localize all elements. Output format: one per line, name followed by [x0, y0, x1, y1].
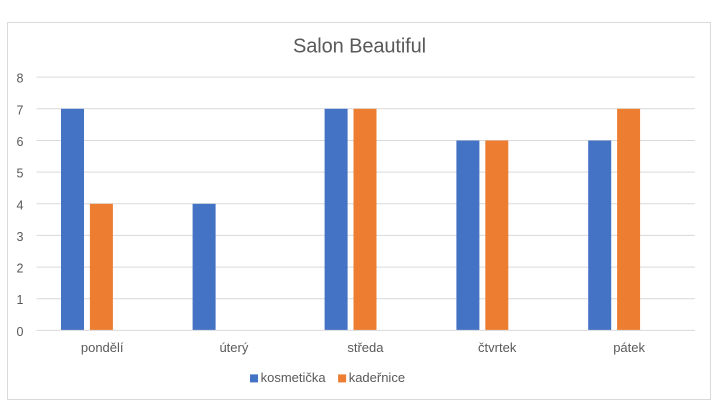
svg-text:Salon Beautiful: Salon Beautiful — [293, 36, 426, 58]
svg-text:úterý: úterý — [219, 340, 248, 355]
svg-text:6: 6 — [17, 135, 24, 149]
svg-text:5: 5 — [17, 167, 24, 181]
svg-text:středa: středa — [347, 340, 384, 355]
svg-text:0: 0 — [17, 325, 24, 339]
svg-text:kosmetička: kosmetička — [261, 370, 327, 385]
svg-text:pátek: pátek — [613, 340, 645, 355]
svg-text:kadeřnice: kadeřnice — [349, 370, 405, 385]
svg-text:3: 3 — [17, 230, 24, 244]
svg-text:pondělí: pondělí — [81, 340, 124, 355]
svg-text:7: 7 — [17, 103, 24, 117]
svg-text:1: 1 — [17, 293, 24, 307]
svg-text:4: 4 — [17, 198, 24, 212]
svg-text:2: 2 — [17, 262, 24, 276]
svg-text:čtvrtek: čtvrtek — [478, 340, 517, 355]
svg-text:8: 8 — [17, 72, 24, 86]
